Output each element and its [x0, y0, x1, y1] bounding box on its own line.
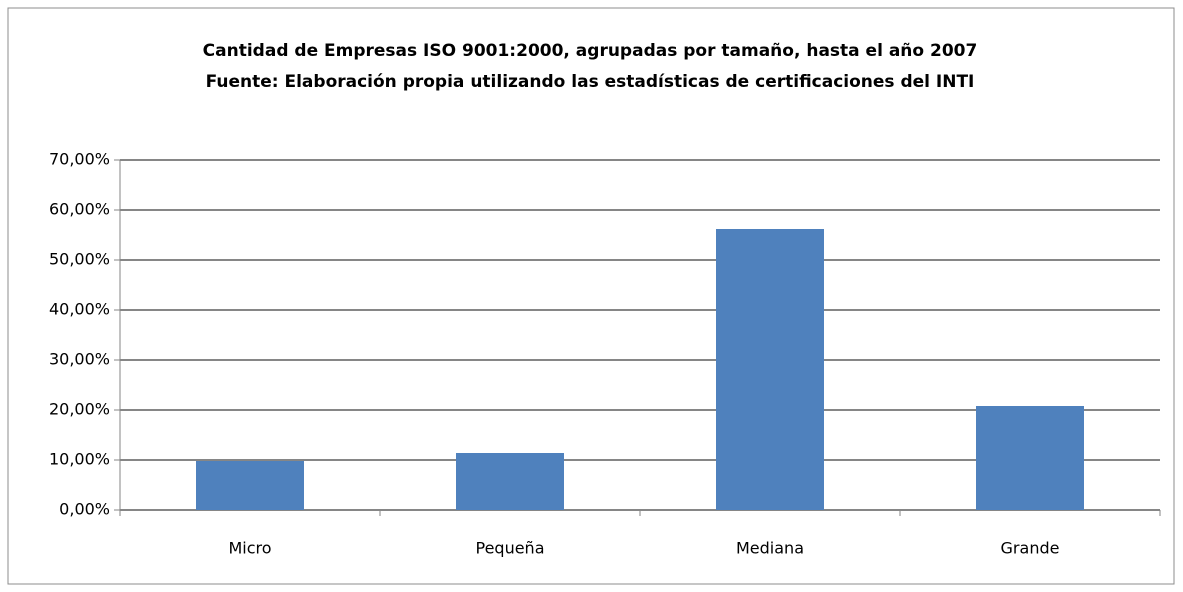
y-tick-label: 10,00%: [49, 450, 110, 469]
y-tick-label: 40,00%: [49, 300, 110, 319]
x-tick-label: Grande: [1001, 539, 1060, 558]
chart-subtitle: Fuente: Elaboración propia utilizando la…: [206, 72, 975, 92]
x-tick-label: Micro: [228, 539, 271, 558]
y-tick-label: 20,00%: [49, 400, 110, 419]
chart-title: Cantidad de Empresas ISO 9001:2000, agru…: [203, 41, 978, 61]
x-tick-label: Mediana: [736, 539, 804, 558]
bar: [196, 461, 304, 510]
y-tick-label: 70,00%: [49, 150, 110, 169]
y-tick-label: 0,00%: [59, 500, 110, 519]
bar: [716, 229, 824, 510]
y-tick-label: 50,00%: [49, 250, 110, 269]
x-tick-label: Pequeña: [475, 539, 544, 558]
bar: [976, 406, 1084, 510]
y-tick-label: 60,00%: [49, 200, 110, 219]
y-tick-label: 30,00%: [49, 350, 110, 369]
bar: [456, 453, 564, 510]
